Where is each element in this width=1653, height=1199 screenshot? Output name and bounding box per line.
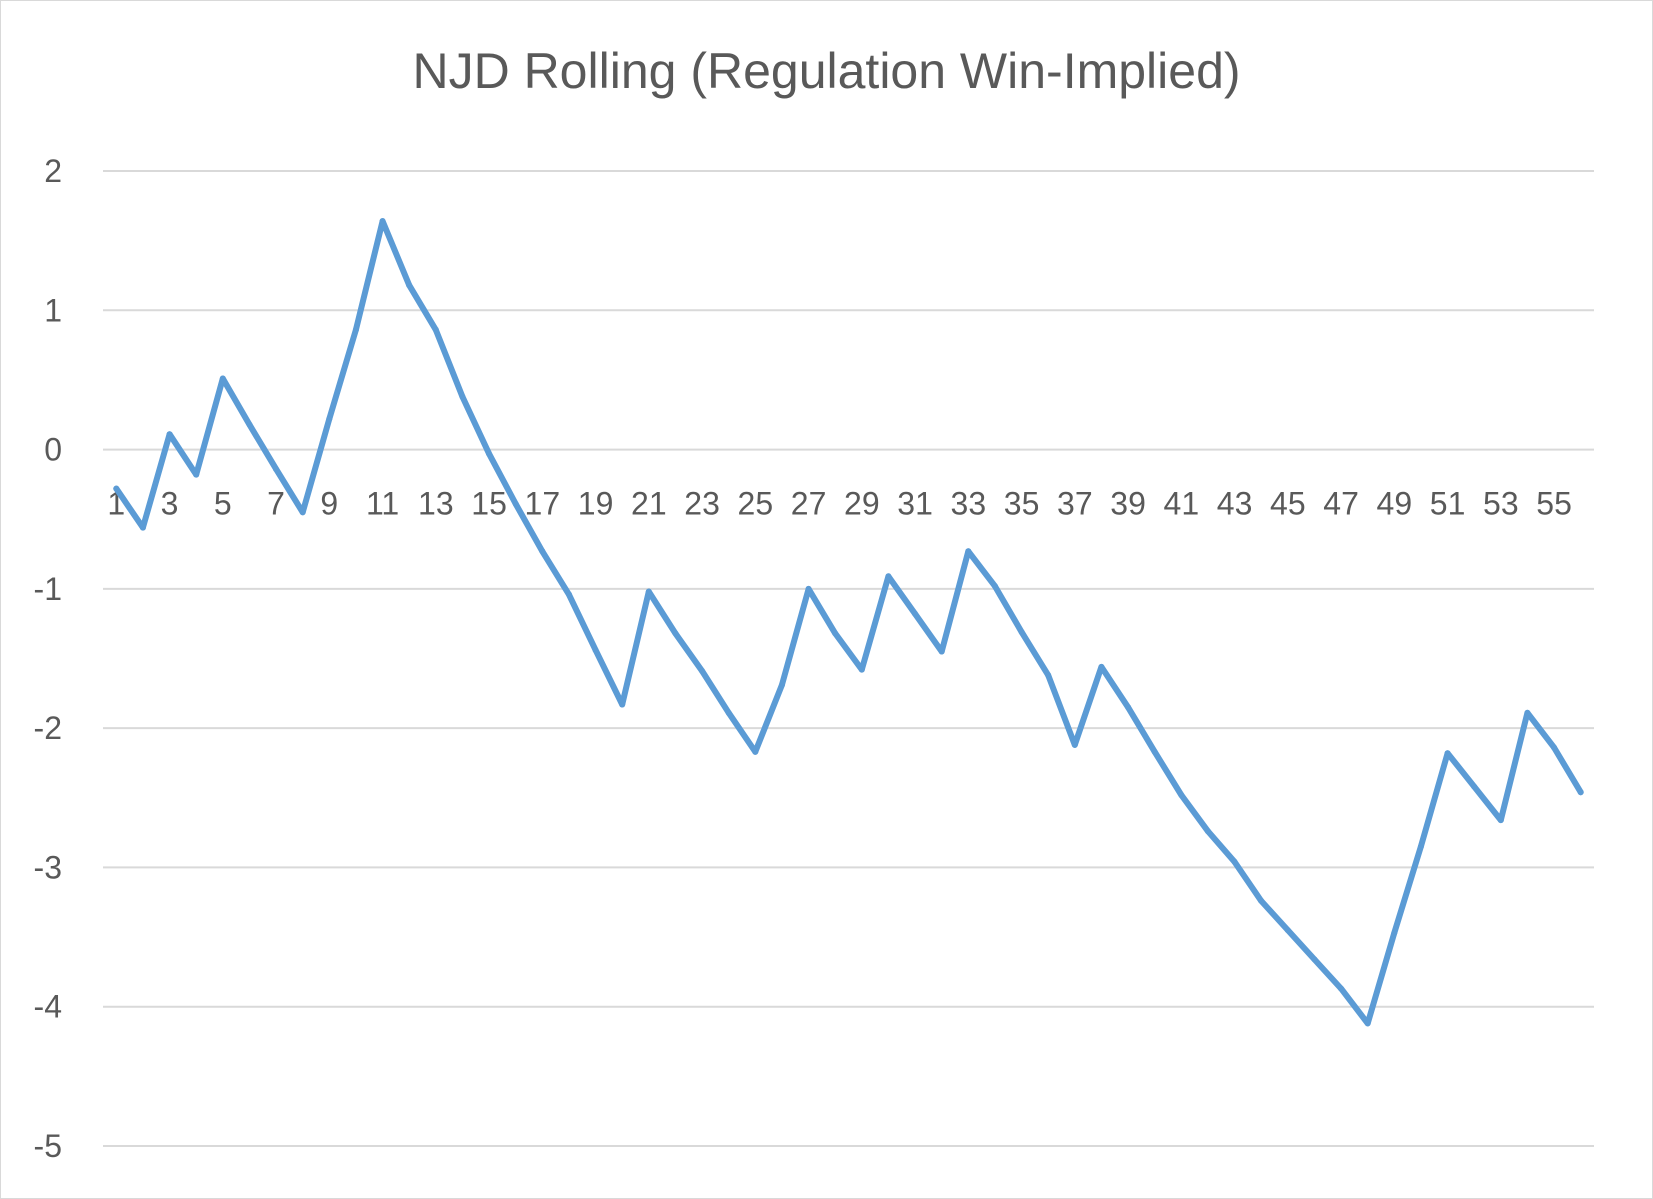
x-tick-label: 5 xyxy=(214,486,232,522)
x-tick-label: 37 xyxy=(1057,486,1093,522)
x-tick-label: 39 xyxy=(1110,486,1146,522)
data-point xyxy=(619,701,626,708)
y-tick-label: -4 xyxy=(34,989,62,1025)
data-point xyxy=(1045,672,1052,679)
y-tick-label: 1 xyxy=(44,292,62,328)
data-point xyxy=(219,375,226,382)
x-tick-label: 9 xyxy=(320,486,338,522)
data-point xyxy=(166,431,173,438)
x-tick-label: 33 xyxy=(951,486,987,522)
data-point xyxy=(512,500,519,507)
data-point xyxy=(645,588,652,595)
data-point xyxy=(1204,828,1211,835)
data-point xyxy=(672,630,679,637)
data-point xyxy=(1577,789,1584,796)
data-point xyxy=(1417,843,1424,850)
data-point xyxy=(299,509,306,516)
x-tick-label: 51 xyxy=(1430,486,1466,522)
x-tick-label: 23 xyxy=(684,486,720,522)
data-point xyxy=(858,666,865,673)
data-point xyxy=(1151,748,1158,755)
data-point xyxy=(193,471,200,478)
y-axis-ticks: 2 1 0 -1 -2 -3 -4 -5 xyxy=(34,153,62,1164)
x-tick-label: 13 xyxy=(418,486,454,522)
data-point xyxy=(113,485,120,492)
data-point xyxy=(565,591,572,598)
data-point xyxy=(885,573,892,580)
y-tick-label: 0 xyxy=(44,432,62,468)
data-point xyxy=(938,648,945,655)
x-tick-label: 21 xyxy=(631,486,667,522)
y-tick-label: -5 xyxy=(34,1128,62,1164)
x-tick-label: 43 xyxy=(1217,486,1253,522)
data-point xyxy=(991,583,998,590)
data-point xyxy=(965,548,972,555)
data-point xyxy=(1471,783,1478,790)
x-tick-label: 35 xyxy=(1004,486,1040,522)
x-tick-label: 3 xyxy=(161,486,179,522)
x-tick-label: 31 xyxy=(897,486,933,522)
data-point xyxy=(592,647,599,654)
data-point xyxy=(912,610,919,617)
x-tick-label: 19 xyxy=(578,486,614,522)
data-point xyxy=(1258,897,1265,904)
data-point xyxy=(432,326,439,333)
data-point xyxy=(139,524,146,531)
data-point xyxy=(1391,929,1398,936)
data-point xyxy=(1497,817,1504,824)
data-point xyxy=(1524,709,1531,716)
x-tick-label: 25 xyxy=(738,486,774,522)
y-tick-label: -1 xyxy=(34,571,62,607)
data-point xyxy=(1098,663,1105,670)
data-point xyxy=(1551,744,1558,751)
series-layer xyxy=(113,218,1584,1027)
data-point xyxy=(1018,629,1025,636)
data-point xyxy=(539,548,546,555)
data-point xyxy=(326,415,333,422)
data-point xyxy=(273,466,280,473)
y-tick-label: -3 xyxy=(34,849,62,885)
x-tick-label: 17 xyxy=(525,486,561,522)
data-point xyxy=(725,709,732,716)
data-point xyxy=(1364,1020,1371,1027)
data-point xyxy=(699,668,706,675)
data-point xyxy=(832,630,839,637)
data-point xyxy=(459,393,466,400)
data-point xyxy=(1311,956,1318,963)
chart-title: NJD Rolling (Regulation Win-Implied) xyxy=(412,43,1241,99)
x-tick-label: 15 xyxy=(471,486,507,522)
x-tick-label: 7 xyxy=(267,486,285,522)
data-point xyxy=(1231,858,1238,865)
series-line xyxy=(113,218,1584,1027)
x-tick-label: 45 xyxy=(1270,486,1306,522)
data-point xyxy=(379,218,386,225)
data-point xyxy=(778,681,785,688)
y-tick-label: 2 xyxy=(44,153,62,189)
data-point xyxy=(406,282,413,289)
data-point xyxy=(486,450,493,457)
data-point xyxy=(1284,927,1291,934)
data-point xyxy=(752,748,759,755)
data-point xyxy=(1444,750,1451,757)
data-point xyxy=(805,585,812,592)
x-tick-label: 29 xyxy=(844,486,880,522)
data-point xyxy=(1338,985,1345,992)
data-point xyxy=(1071,741,1078,748)
x-tick-label: 27 xyxy=(791,486,827,522)
x-axis-ticks: 1 3 5 7 9 11 13 15 17 19 21 23 25 27 29 31 33 35 37 39 41 43 4… xyxy=(107,486,1571,522)
x-tick-label: 49 xyxy=(1377,486,1413,522)
x-tick-label: 11 xyxy=(366,486,399,522)
x-tick-label: 41 xyxy=(1164,486,1200,522)
x-tick-label: 53 xyxy=(1483,486,1519,522)
data-point xyxy=(246,421,253,428)
gridlines xyxy=(103,170,1594,1147)
y-tick-label: -2 xyxy=(34,710,62,746)
data-point xyxy=(352,326,359,333)
x-tick-label: 55 xyxy=(1536,486,1572,522)
x-tick-label: 47 xyxy=(1323,486,1359,522)
data-point xyxy=(1125,704,1132,711)
data-point xyxy=(1178,792,1185,798)
